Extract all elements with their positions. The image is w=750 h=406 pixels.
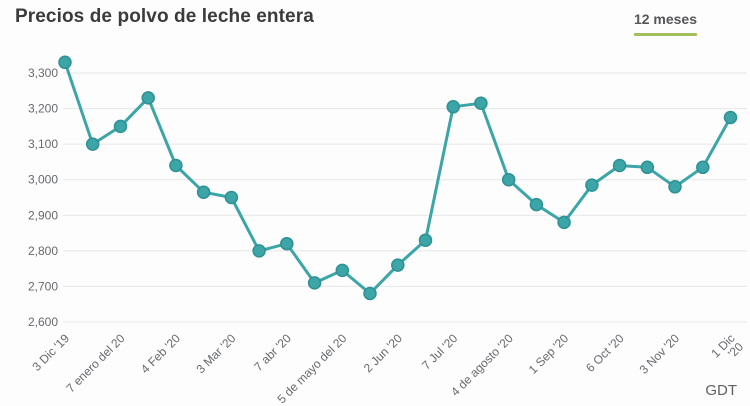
data-point[interactable] [307, 276, 322, 290]
data-point[interactable] [224, 190, 239, 205]
data-point[interactable] [335, 263, 350, 278]
data-point[interactable] [612, 158, 627, 173]
y-axis-tick-label: 3,200 [28, 102, 58, 116]
data-point[interactable] [557, 215, 571, 230]
x-axis-tick-label: 1 Sep '20 [526, 331, 572, 377]
data-point[interactable] [585, 178, 599, 192]
x-axis-tick-label: 1 Dic'20 [708, 331, 746, 369]
y-axis-tick-label: 2,800 [28, 244, 58, 258]
data-point[interactable] [501, 172, 516, 187]
data-point[interactable] [58, 55, 72, 70]
data-point[interactable] [696, 160, 710, 175]
x-axis-tick-label: 4 Feb '20 [138, 331, 183, 376]
data-point[interactable] [529, 197, 544, 212]
data-point[interactable] [280, 236, 294, 251]
data-point[interactable] [474, 96, 488, 110]
x-axis-tick-label: 6 Oct '20 [583, 331, 627, 375]
data-point[interactable] [418, 233, 433, 247]
data-point[interactable] [391, 258, 405, 272]
x-axis-tick-label: 7 Jul '20 [419, 331, 460, 372]
period-tab-12-meses[interactable]: 12 meses [633, 11, 697, 36]
data-point[interactable] [252, 244, 266, 258]
x-axis-tick-label: 2 Jun '20 [361, 331, 405, 375]
data-point[interactable] [113, 119, 128, 134]
data-point[interactable] [85, 137, 100, 151]
data-point[interactable] [196, 185, 211, 199]
data-point[interactable] [141, 91, 155, 105]
y-axis-tick-label: 2,700 [28, 279, 58, 293]
x-axis-tick-label: 3 Dic '19 [29, 331, 72, 374]
data-point[interactable] [446, 100, 460, 114]
x-axis-tick-label: 3 Nov '20 [637, 331, 683, 377]
data-point[interactable] [723, 110, 738, 125]
x-axis-tick-label: 3 Mar '20 [194, 331, 239, 376]
x-axis-tick-label: 7 abr '20 [251, 331, 294, 374]
data-point[interactable] [363, 286, 377, 301]
y-axis-tick-label: 3,100 [28, 137, 58, 151]
y-axis-tick-label: 2,900 [28, 208, 58, 222]
page-title: Precios de polvo de leche entera [15, 6, 314, 27]
period-tab-underline [633, 33, 697, 36]
chart-source-label: GDT [705, 382, 737, 399]
x-axis-tick-label: 7 enero del 20 [63, 331, 127, 395]
y-axis-tick-label: 3,000 [28, 173, 58, 187]
data-point[interactable] [169, 158, 183, 173]
data-point[interactable] [668, 180, 682, 194]
y-axis-tick-label: 3,300 [28, 66, 58, 80]
y-axis-tick-label: 2,600 [28, 315, 58, 329]
period-tab-label: 12 meses [633, 11, 697, 27]
data-point[interactable] [640, 160, 655, 175]
